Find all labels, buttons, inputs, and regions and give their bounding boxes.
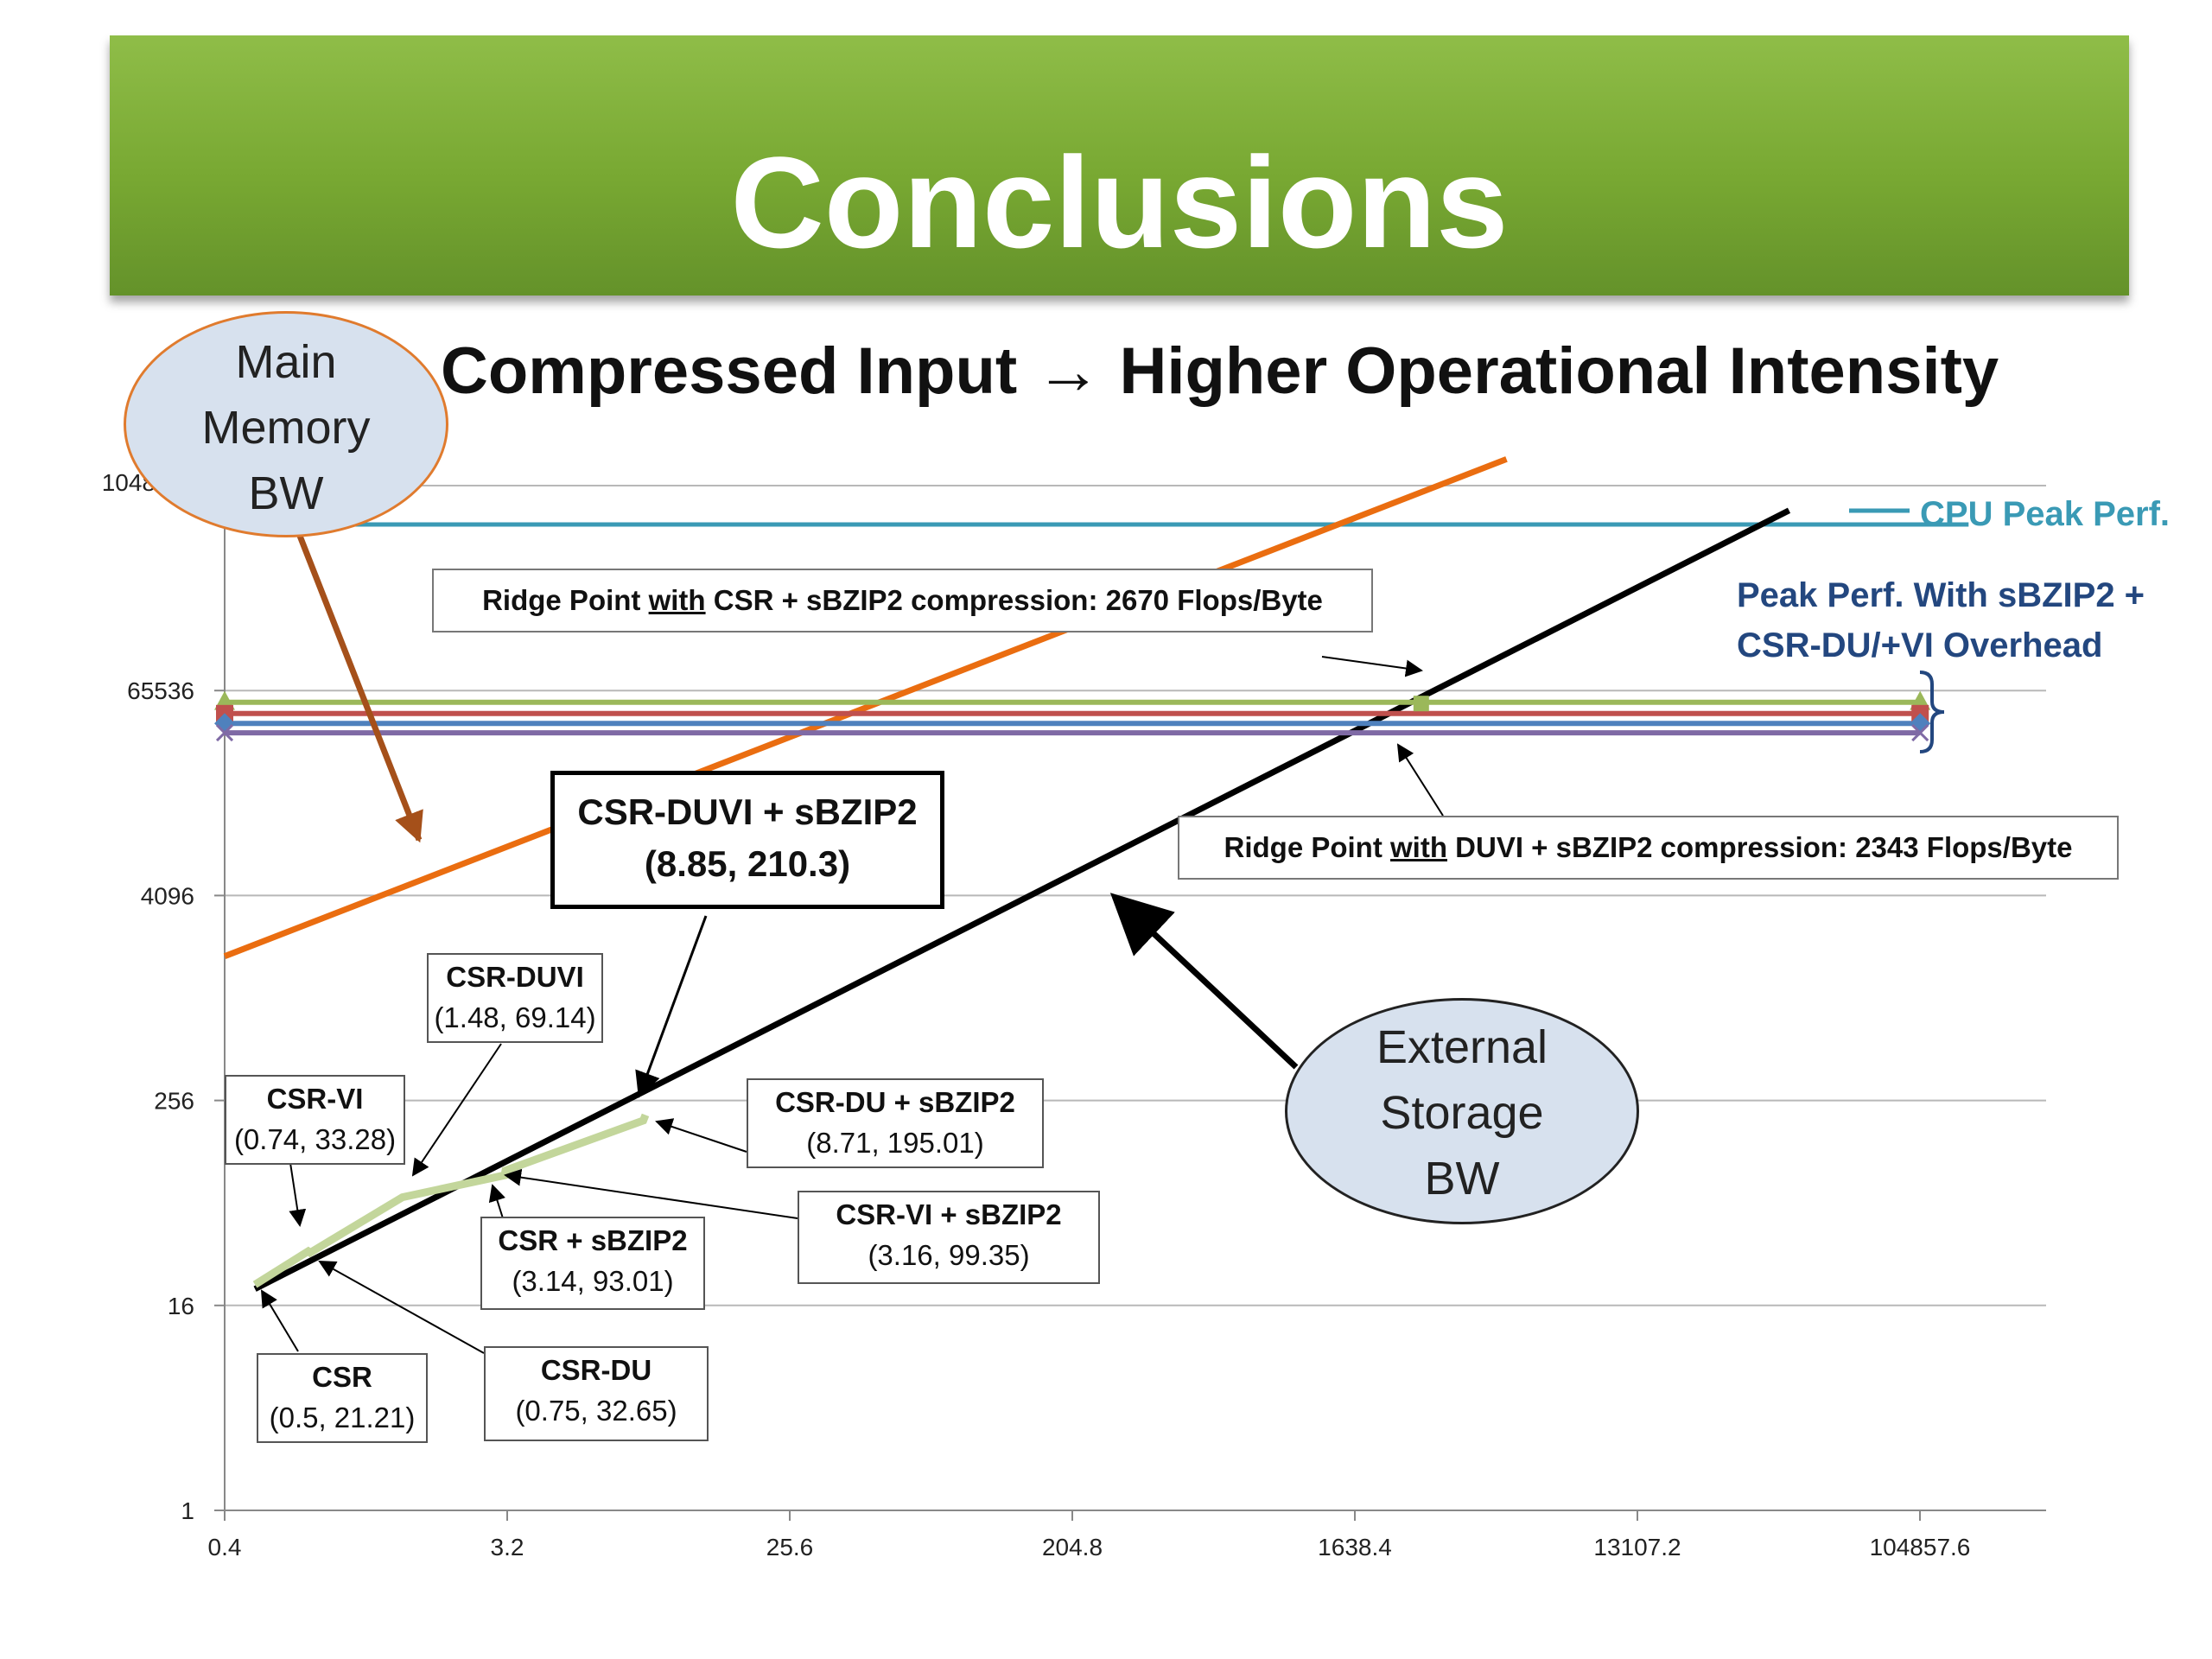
label-csr: CSR (0.5, 21.21)	[257, 1353, 428, 1443]
label-csr-duvi-sbzip2: CSR-DUVI + sBZIP2 (8.85, 210.3)	[550, 771, 944, 909]
ridge-marker	[1413, 696, 1429, 712]
label-csr-du: CSR-DU (0.75, 32.65)	[484, 1346, 709, 1441]
subtitle-arrow-icon: →	[1035, 334, 1102, 408]
y-tick-label: 16	[168, 1293, 194, 1319]
callout-main-memory-bw: Main Memory BW	[124, 311, 448, 537]
label-csr-vi-sbzip2: CSR-VI + sBZIP2 (3.16, 99.35)	[798, 1191, 1100, 1284]
arrow-csr-du	[318, 1261, 485, 1354]
ridge-annotation-csr: Ridge Point with CSR + sBZIP2 compressio…	[432, 569, 1373, 632]
arrow-csr-vi-sbzip2	[504, 1168, 798, 1219]
label-csr-vi: CSR-VI (0.74, 33.28)	[225, 1075, 405, 1165]
x-tick-label: 0.4	[208, 1534, 242, 1560]
arrow-ridge-csr	[1321, 656, 1423, 677]
arrow-external-storage	[1109, 893, 1299, 1070]
title-banner: Conclusions	[110, 35, 2129, 296]
series-marker	[215, 724, 234, 742]
legend-cpu-peak: CPU Peak Perf.	[1920, 495, 2171, 533]
slide-title: Conclusions	[730, 130, 1509, 275]
legend-peak-overhead-1: Peak Perf. With sBZIP2 +	[1737, 576, 2145, 614]
y-tick-label: 65536	[127, 677, 194, 704]
arrow-csr-vi	[289, 1162, 307, 1227]
callout-external-storage-bw: External Storage BW	[1285, 998, 1639, 1224]
series-line	[253, 507, 1791, 1292]
subtitle-right: Higher Operational Intensity	[1119, 334, 1999, 408]
label-csr-duvi: CSR-DUVI (1.48, 69.14)	[427, 953, 603, 1043]
slide-subtitle: Compressed Input → Higher Operational In…	[441, 328, 1999, 415]
label-csr-sbzip2: CSR + sBZIP2 (3.14, 93.01)	[480, 1217, 705, 1310]
subtitle-left: Compressed Input	[441, 334, 1018, 408]
arrow-csr	[260, 1289, 299, 1352]
x-tick-label: 25.6	[766, 1534, 814, 1560]
arrow-csr-duvi-sbzip2	[635, 915, 708, 1098]
series-line	[223, 456, 1508, 959]
y-tick-label: 256	[154, 1088, 194, 1115]
x-tick-label: 13107.2	[1593, 1534, 1681, 1560]
arrow-csr-duvi	[411, 1043, 502, 1177]
ridge-annotation-duvi: Ridge Point with DUVI + sBZIP2 compressi…	[1178, 816, 2119, 880]
x-tick-label: 1638.4	[1318, 1534, 1392, 1560]
series-marker	[1911, 724, 1929, 742]
label-csr-du-sbzip2: CSR-DU + sBZIP2 (8.71, 195.01)	[747, 1078, 1044, 1168]
x-tick-label: 3.2	[491, 1534, 524, 1560]
arrow-csr-sbzip2	[488, 1184, 505, 1219]
series-line	[252, 1113, 650, 1288]
y-tick-label: 1	[181, 1497, 194, 1524]
y-tick-label: 4096	[141, 882, 194, 909]
arrow-main-memory	[295, 530, 423, 843]
arrow-csr-du-sbzip2	[655, 1118, 747, 1153]
legend-peak-overhead-2: CSR-DU/+VI Overhead	[1737, 626, 2103, 664]
legend-bracket	[1919, 671, 1945, 753]
x-tick-label: 204.8	[1042, 1534, 1103, 1560]
x-tick-label: 104857.6	[1870, 1534, 1971, 1560]
arrow-ridge-duvi	[1396, 743, 1444, 817]
